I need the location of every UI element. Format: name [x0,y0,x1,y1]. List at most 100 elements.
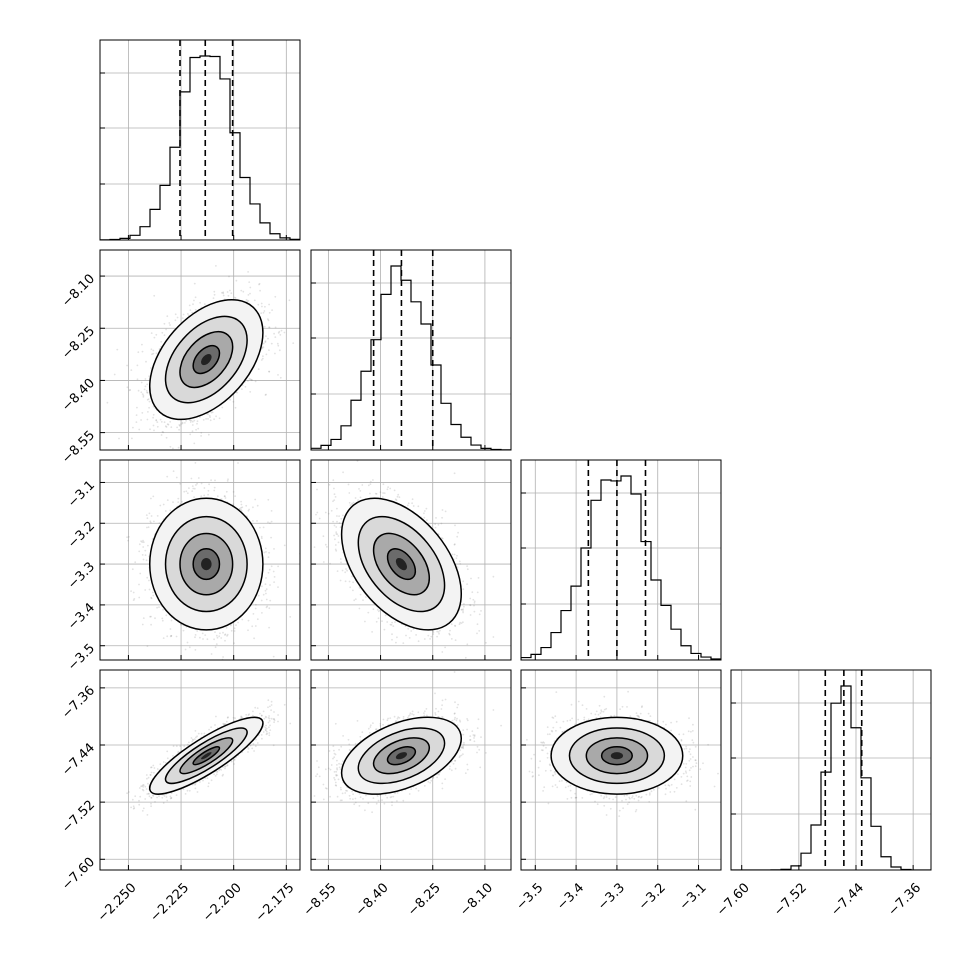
scatter-point [254,498,257,501]
scatter-point [126,364,128,367]
panel-frame-1-1 [310,249,512,451]
scatter-point [214,631,216,633]
scatter-point [141,343,143,346]
scatter-point [185,419,187,422]
scatter-point [210,411,213,414]
scatter-point [220,498,223,500]
scatter-point [233,642,235,645]
scatter-point [258,283,260,286]
scatter-point [247,299,250,302]
scatter-point [269,599,272,602]
scatter-point [153,294,156,297]
scatter-point [164,425,167,428]
scatter-point [267,521,269,524]
scatter-point [161,619,164,622]
scatter-point [224,495,226,498]
scatter-point [207,413,210,416]
scatter-point [155,352,158,355]
contour-1-0-3 [192,344,221,375]
scatter-point [200,431,203,434]
scatter-point [263,310,266,312]
scatter-point [265,335,267,337]
scatter-point [130,369,133,371]
scatter-point [148,400,151,403]
scatter-point [182,629,185,632]
scatter-point [152,349,155,352]
hist-panel-0 [99,39,301,241]
scatter-point [170,635,173,637]
scatter-point [213,290,216,293]
scatter-point [268,303,270,306]
scatter-point [166,635,169,638]
scatter-point [142,394,145,397]
scatter-point [153,520,155,523]
scatter-point [152,495,155,498]
scatter-point [179,482,182,485]
scatter-point [134,561,137,564]
scatter-point [264,589,267,592]
scatter-point [191,490,194,492]
scatter-point [247,271,250,273]
scatter-point [261,347,264,350]
scatter-point [138,583,140,586]
scatter-point [165,436,168,439]
scatter-point [170,634,173,637]
scatter-point [260,359,263,361]
scatter-point [256,618,259,621]
scatter-point [194,636,196,639]
scatter-point [160,434,163,436]
scatter-point [273,581,275,583]
scatter-point [229,398,232,401]
scatter-point [256,504,259,507]
scatter-point [269,522,271,524]
scatter-point [150,515,153,517]
scatter-point [194,296,197,299]
scatter-point [155,419,158,422]
scatter-point [259,526,261,529]
hist-panel-1 [310,249,512,451]
scatter-point [226,635,228,637]
scatter-point [161,617,164,620]
scatter-point [277,586,279,588]
scatter-point [169,324,171,326]
scatter-point [183,490,186,493]
scatter-point [225,490,228,493]
scatter-point [162,431,165,434]
scatter-point [166,423,169,425]
scatter-point [162,637,165,639]
scatter-point [247,380,249,382]
scatter-point [255,603,257,606]
scatter-point [142,546,145,548]
y-tick-label-1-2: −8.25 [59,324,98,363]
scatter-point [247,629,249,632]
scatter-point [262,346,265,348]
scatter-point [270,565,273,568]
scatter-point [161,430,164,433]
scatter-point [141,623,144,626]
scatter-point [189,433,192,436]
scatter-point [283,331,286,334]
scatter-point [208,483,210,486]
scatter-point [253,637,256,640]
scatter-point [248,508,251,511]
scatter-point [265,577,267,579]
scatter-point [210,653,213,655]
scatter-point [240,503,243,506]
scatter-point [268,607,271,610]
scatter-point [246,300,249,303]
scatter-point [261,305,263,308]
scatter-point [273,332,275,335]
scatter-point [194,462,197,464]
scatter-point [226,480,229,482]
scatter-point [150,596,153,599]
scatter-point [189,309,192,311]
scatter-point [152,424,155,427]
scatter-point [175,476,178,479]
scatter-point [166,315,169,318]
scatter-point [254,380,257,383]
scatter-point [233,296,236,299]
scatter-point [236,391,239,394]
scatter-point [177,497,180,500]
histogram-0 [100,55,300,240]
scatter-point [161,331,164,334]
